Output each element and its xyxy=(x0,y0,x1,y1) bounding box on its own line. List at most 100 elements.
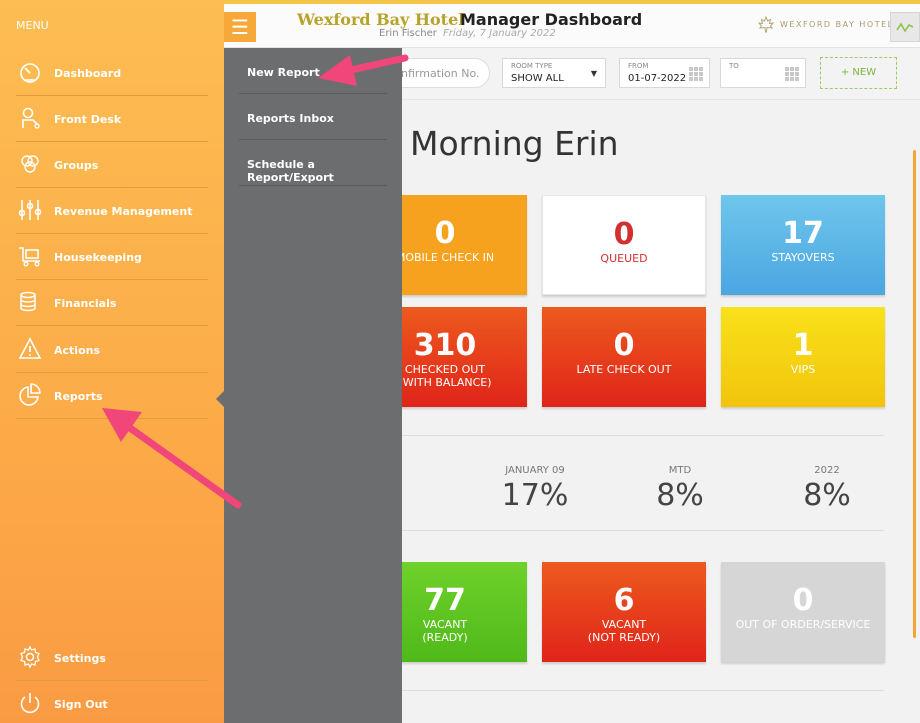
sidebar-item-financials[interactable]: Financials xyxy=(16,280,208,326)
stat-label: MTD xyxy=(668,465,692,476)
section-divider xyxy=(230,530,884,531)
sliders-icon xyxy=(18,200,42,220)
concierge-icon xyxy=(22,107,40,129)
tile-label: CHECKED OUT xyxy=(404,363,486,376)
sidebar-item-revenue-management[interactable]: Revenue Management xyxy=(16,188,208,234)
tile-label: VIPS xyxy=(790,363,816,376)
tile-stayovers[interactable]: 17 STAYOVERS xyxy=(721,195,885,295)
tile-value: 17 xyxy=(782,216,824,251)
power-icon xyxy=(20,693,40,714)
tile-sublabel: (WITH BALANCE) xyxy=(398,376,492,389)
maple-leaf-icon xyxy=(757,16,775,33)
sidebar-item-front-desk[interactable]: Front Desk xyxy=(16,96,208,142)
activity-button[interactable] xyxy=(890,12,920,42)
submenu-item-reports-inbox[interactable]: Reports Inbox xyxy=(239,94,387,140)
calendar-icon[interactable] xyxy=(688,66,704,82)
reports-submenu: New Report Reports Inbox Schedule a Repo… xyxy=(224,48,402,723)
sidebar-item-label: Reports xyxy=(54,390,103,403)
tile-label: VACANT xyxy=(422,618,468,631)
tile-label: MOBILE CHECK IN xyxy=(395,251,495,264)
gauge-icon xyxy=(20,63,40,83)
tile-late-check-out[interactable]: 0 LATE CHECK OUT xyxy=(542,307,706,407)
current-date: Friday, 7 January 2022 xyxy=(443,28,556,39)
sidebar-item-label: Front Desk xyxy=(54,113,122,126)
sidebar-item-housekeeping[interactable]: Housekeeping xyxy=(16,234,208,280)
tile-sublabel: (NOT READY) xyxy=(587,631,661,644)
user-name: Erin Fischer xyxy=(379,28,437,39)
hotel-name: Wexford Bay Hotel xyxy=(297,10,465,29)
stat-value: 8% xyxy=(803,478,851,513)
occupancy-stat-ytd: 2022 8% xyxy=(767,465,887,513)
page-title: Manager Dashboard xyxy=(460,10,643,29)
tile-value: 6 xyxy=(613,583,635,618)
tile-label: OUT OF ORDER/SERVICE xyxy=(735,618,871,631)
chevron-down-icon: ▼ xyxy=(590,69,597,78)
active-item-pointer xyxy=(216,391,224,407)
room-type-value: SHOW ALL xyxy=(511,73,564,84)
tile-label: VACANT xyxy=(601,618,647,631)
pie-chart-icon xyxy=(19,383,41,406)
brand-logo-text: WEXFORD BAY HOTEL xyxy=(780,20,894,29)
to-date-field[interactable]: TO xyxy=(720,58,806,88)
room-type-label: ROOM TYPE xyxy=(511,62,553,70)
room-type-select[interactable]: ROOM TYPE SHOW ALL ▼ xyxy=(502,58,606,88)
sidebar-item-label: Dashboard xyxy=(54,67,122,80)
menu-title: MENU xyxy=(16,19,49,32)
sidebar-item-reports[interactable]: Reports xyxy=(16,373,208,419)
occupancy-stat-day-2: JANUARY 09 17% xyxy=(475,465,595,513)
sidebar-item-dashboard[interactable]: Dashboard xyxy=(16,50,208,96)
tile-label: STAYOVERS xyxy=(771,251,835,264)
hamburger-menu-button[interactable]: ☰ xyxy=(224,12,256,42)
tile-vacant-not-ready[interactable]: 6 VACANT (NOT READY) xyxy=(542,562,706,662)
confirmation-search-input[interactable]: nfirmation No. xyxy=(400,58,490,88)
tile-value: 310 xyxy=(413,328,477,363)
tile-value: 0 xyxy=(613,328,635,363)
submenu-item-new-report[interactable]: New Report xyxy=(239,48,387,94)
stat-label: JANUARY 09 xyxy=(505,465,565,476)
groups-icon xyxy=(21,155,39,173)
sidebar-item-label: Sign Out xyxy=(54,698,108,711)
tile-label: QUEUED xyxy=(600,252,648,265)
sidebar-item-label: Groups xyxy=(54,159,99,172)
stat-value: 8% xyxy=(656,478,704,513)
stat-label: 2022 xyxy=(814,465,840,476)
activity-icon xyxy=(896,22,914,33)
submenu-item-schedule-report[interactable]: Schedule a Report/Export xyxy=(239,140,387,186)
stat-value: 17% xyxy=(501,478,569,513)
tile-value: 0 xyxy=(613,217,635,252)
sidebar-item-label: Housekeeping xyxy=(54,251,142,264)
alert-icon xyxy=(18,337,42,359)
sidebar-item-label: Revenue Management xyxy=(54,205,193,218)
top-accent-strip xyxy=(0,0,920,4)
cart-icon xyxy=(19,247,40,267)
app-header: ☰ Wexford Bay Hotel Manager Dashboard Er… xyxy=(224,4,920,48)
occupancy-stat-mtd: MTD 8% xyxy=(620,465,740,513)
tile-label: LATE CHECK OUT xyxy=(576,363,672,376)
from-date-field[interactable]: FROM 01-07-2022 xyxy=(619,58,710,88)
tile-vips[interactable]: 1 VIPS xyxy=(721,307,885,407)
tile-value: 1 xyxy=(792,328,814,363)
from-date-value: 01-07-2022 xyxy=(628,73,687,84)
to-label: TO xyxy=(729,62,739,70)
sidebar-item-settings[interactable]: Settings xyxy=(16,635,208,681)
tile-queued[interactable]: 0 QUEUED xyxy=(542,195,706,295)
scrollbar-thumb[interactable] xyxy=(913,150,916,638)
tile-value: 0 xyxy=(792,583,814,618)
section-divider xyxy=(230,690,884,691)
sidebar-item-label: Actions xyxy=(54,344,100,357)
from-label: FROM xyxy=(628,62,649,70)
coins-icon xyxy=(20,291,36,312)
sidebar-item-groups[interactable]: Groups xyxy=(16,142,208,188)
tile-value: 0 xyxy=(434,216,456,251)
sidebar-item-actions[interactable]: Actions xyxy=(16,327,208,373)
sidebar-item-label: Settings xyxy=(54,652,106,665)
tile-out-of-order[interactable]: 0 OUT OF ORDER/SERVICE xyxy=(721,562,885,662)
tile-value: 77 xyxy=(424,583,466,618)
tile-sublabel: (READY) xyxy=(422,631,468,644)
sidebar-item-sign-out[interactable]: Sign Out xyxy=(16,681,208,723)
sidebar-item-label: Financials xyxy=(54,297,117,310)
new-button[interactable]: + NEW xyxy=(820,57,897,89)
calendar-icon[interactable] xyxy=(784,66,800,82)
gear-icon xyxy=(20,645,40,669)
section-divider xyxy=(230,435,884,436)
